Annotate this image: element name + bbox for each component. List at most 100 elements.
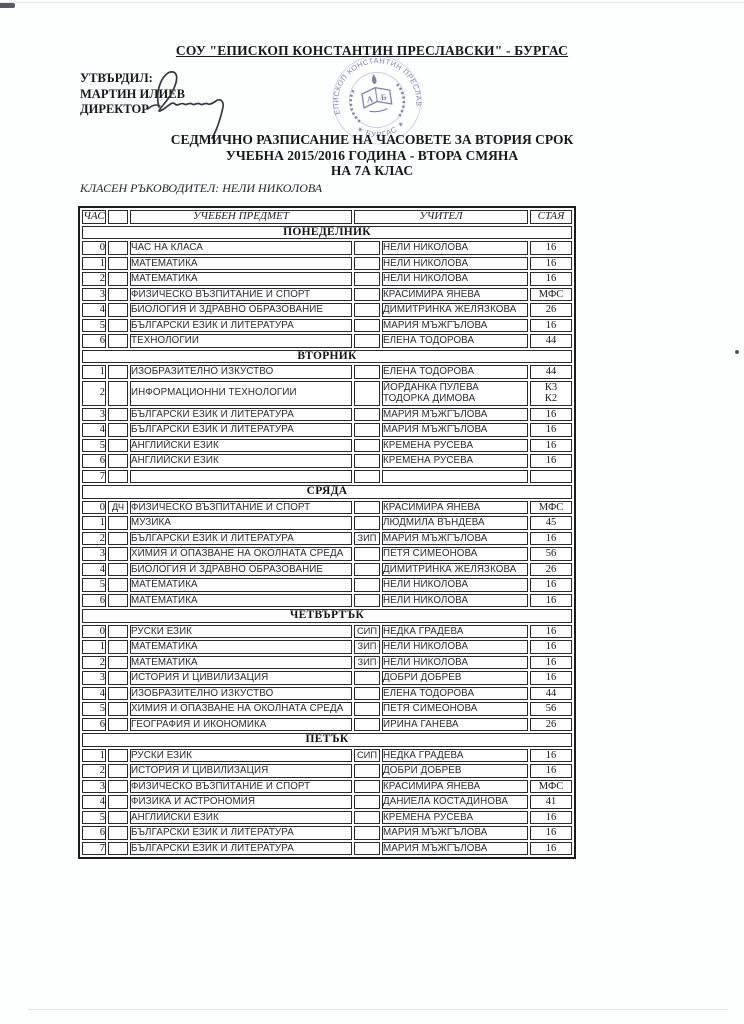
cell-flag bbox=[108, 438, 128, 452]
cell-hour: 0 bbox=[82, 624, 106, 638]
cell-hour: 6 bbox=[82, 717, 106, 731]
schedule-row: 3 ФИЗИЧЕСКО ВЪЗПИТАНИЕ И СПОРТ КРАСИМИРА Я… bbox=[82, 779, 572, 793]
cell-teacher: ДОБРИ ДОБРЕВ bbox=[382, 764, 528, 778]
day-name: СРЯДА bbox=[82, 485, 572, 499]
cell-type bbox=[354, 469, 380, 483]
cell-subject: БИОЛОГИЯ И ЗДРАВНО ОБРАЗОВАНИЕ bbox=[130, 562, 352, 576]
cell-flag bbox=[108, 287, 128, 301]
cell-room: 16 bbox=[530, 438, 572, 452]
cell-hour: 3 bbox=[82, 407, 106, 421]
cell-room: 26 bbox=[530, 717, 572, 731]
cell-hour: 4 bbox=[82, 562, 106, 576]
cell-teacher: ЛЮДМИЛА ВЪНДЕВА bbox=[382, 516, 528, 530]
cell-room: 16 bbox=[530, 423, 572, 437]
cell-hour: 5 bbox=[82, 578, 106, 592]
cell-subject: БЪЛГАРСКИ ЕЗИК И ЛИТЕРАТУРА bbox=[130, 407, 352, 421]
cell-flag bbox=[108, 256, 128, 270]
cell-flag bbox=[108, 671, 128, 685]
cell-flag bbox=[108, 779, 128, 793]
cell-subject: БЪЛГАРСКИ ЕЗИК И ЛИТЕРАТУРА bbox=[130, 423, 352, 437]
cell-subject: МАТЕМАТИКА bbox=[130, 640, 352, 654]
cell-room: 56 bbox=[530, 547, 572, 561]
cell-hour: 1 bbox=[82, 256, 106, 270]
cell-hour: 2 bbox=[82, 531, 106, 545]
schedule-row: 4 БЪЛГАРСКИ ЕЗИК И ЛИТЕРАТУРА МАРИЯ МЪЖГЪЛ… bbox=[82, 423, 572, 437]
cell-flag bbox=[108, 303, 128, 317]
cell-room: 56 bbox=[530, 702, 572, 716]
stamp-ring-text: СОУ • ЕПИСКОП КОНСТАНТИН ПРЕСЛАВСКИ • bbox=[330, 53, 424, 120]
cell-type bbox=[354, 272, 380, 286]
cell-subject: БИОЛОГИЯ И ЗДРАВНО ОБРАЗОВАНИЕ bbox=[130, 303, 352, 317]
cell-hour: 4 bbox=[82, 795, 106, 809]
cell-room: 16 bbox=[530, 764, 572, 778]
cell-room: МФС bbox=[530, 287, 572, 301]
col-header-room: СТАЯ bbox=[530, 210, 572, 224]
cell-subject: ХИМИЯ И ОПАЗВАНЕ НА ОКОЛНАТА СРЕДА bbox=[130, 702, 352, 716]
cell-flag bbox=[108, 655, 128, 669]
schedule-row: 5 АНГЛИЙСКИ ЕЗИК КРЕМЕНА РУСЕВА 16 bbox=[82, 810, 572, 824]
cell-teacher: КРЕМЕНА РУСЕВА bbox=[382, 810, 528, 824]
cell-room: 16 bbox=[530, 593, 572, 607]
schedule-row: 3 ИСТОРИЯ И ЦИВИЛИЗАЦИЯ ДОБРИ ДОБРЕВ 16 bbox=[82, 671, 572, 685]
cell-flag bbox=[108, 531, 128, 545]
cell-type: ЗИП bbox=[354, 655, 380, 669]
svg-text:СОУ • ЕПИСКОП КОНСТАНТИН ПРЕСЛ: СОУ • ЕПИСКОП КОНСТАНТИН ПРЕСЛАВСКИ • bbox=[330, 53, 424, 120]
cell-flag bbox=[108, 334, 128, 348]
cell-type bbox=[354, 438, 380, 452]
cell-type bbox=[354, 671, 380, 685]
cell-subject: БЪЛГАРСКИ ЕЗИК И ЛИТЕРАТУРА bbox=[130, 531, 352, 545]
cell-type: ЗИП bbox=[354, 640, 380, 654]
schedule-row: 0 РУСКИ ЕЗИК СИП НЕДКА ГРАДЕВА 16 bbox=[82, 624, 572, 638]
cell-room: 26 bbox=[530, 303, 572, 317]
cell-type bbox=[354, 810, 380, 824]
schedule-row: 0 ДЧ ФИЗИЧЕСКО ВЪЗПИТАНИЕ И СПОРТ КРАСИМИРА… bbox=[82, 500, 572, 514]
table-header-row: ЧАС УЧЕБЕН ПРЕДМЕТ УЧИТЕЛ СТАЯ bbox=[82, 210, 572, 224]
document-title-line: СЕДМИЧНО РАЗПИСАНИЕ НА ЧАСОВЕТЕ ЗА ВТОРИ… bbox=[170, 132, 574, 147]
cell-type bbox=[354, 423, 380, 437]
cell-flag bbox=[108, 365, 128, 379]
cell-teacher: НЕДКА ГРАДЕВА bbox=[382, 748, 528, 762]
cell-room: 44 bbox=[530, 334, 572, 348]
cell-type bbox=[354, 578, 380, 592]
schedule-row: 5 МАТЕМАТИКА НЕЛИ НИКОЛОВА 16 bbox=[82, 578, 572, 592]
cell-hour: 2 bbox=[82, 272, 106, 286]
cell-subject bbox=[130, 469, 352, 483]
schedule-row: 3 ХИМИЯ И ОПАЗВАНЕ НА ОКОЛНАТА СРЕДА ПЕТЯ … bbox=[82, 547, 572, 561]
cell-hour: 3 bbox=[82, 287, 106, 301]
cell-hour: 5 bbox=[82, 318, 106, 332]
cell-room: 16 bbox=[530, 748, 572, 762]
cell-type bbox=[354, 779, 380, 793]
cell-flag bbox=[108, 810, 128, 824]
cell-type: СИП bbox=[354, 748, 380, 762]
schedule-row: 7 bbox=[82, 469, 572, 483]
cell-subject: МУЗИКА bbox=[130, 516, 352, 530]
cell-hour: 1 bbox=[82, 516, 106, 530]
cell-subject: ИНФОРМАЦИОННИ ТЕХНОЛОГИИ bbox=[130, 380, 352, 406]
cell-type bbox=[354, 380, 380, 406]
cell-teacher: КРАСИМИРА ЯНЕВА bbox=[382, 779, 528, 793]
day-band-row: СРЯДА bbox=[82, 485, 572, 499]
day-name: ВТОРНИК bbox=[82, 349, 572, 363]
cell-type bbox=[354, 562, 380, 576]
cell-hour: 2 bbox=[82, 764, 106, 778]
col-header-flag bbox=[108, 210, 128, 224]
schedule-row: 2 МАТЕМАТИКА НЕЛИ НИКОЛОВА 16 bbox=[82, 272, 572, 286]
cell-room: 16 bbox=[530, 256, 572, 270]
cell-room: 16 bbox=[530, 624, 572, 638]
cell-subject: АНГЛИЙСКИ ЕЗИК bbox=[130, 454, 352, 468]
scan-edge-artifact bbox=[28, 1009, 728, 1010]
cell-teacher: ДИМИТРИНКА ЖЕЛЯЗКОВА bbox=[382, 303, 528, 317]
schedule-row: 1 МАТЕМАТИКА НЕЛИ НИКОЛОВА 16 bbox=[82, 256, 572, 270]
cell-teacher: ЕЛЕНА ТОДОРОВА bbox=[382, 334, 528, 348]
schedule-row: 0 ЧАС НА КЛАСА НЕЛИ НИКОЛОВА 16 bbox=[82, 241, 572, 255]
cell-type bbox=[354, 841, 380, 855]
cell-teacher: НЕДКА ГРАДЕВА bbox=[382, 624, 528, 638]
cell-type bbox=[354, 303, 380, 317]
cell-teacher: ДОБРИ ДОБРЕВ bbox=[382, 671, 528, 685]
cell-subject: ФИЗИКА И АСТРОНОМИЯ bbox=[130, 795, 352, 809]
cell-flag bbox=[108, 562, 128, 576]
cell-flag bbox=[108, 407, 128, 421]
schedule-table: ЧАС УЧЕБЕН ПРЕДМЕТ УЧИТЕЛ СТАЯ ПОНЕДЕЛНИ… bbox=[78, 206, 576, 859]
cell-type bbox=[354, 454, 380, 468]
cell-hour: 2 bbox=[82, 380, 106, 406]
